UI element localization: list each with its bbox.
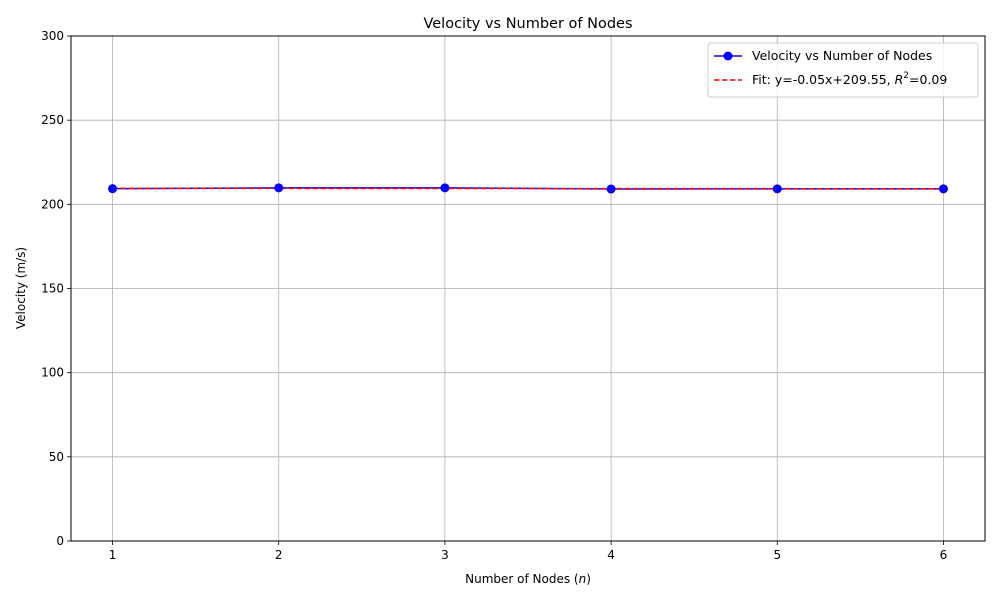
x-axis-title-variable: n xyxy=(579,572,587,586)
legend-label-r2-value: =0.09 xyxy=(909,72,947,87)
y-tick-label: 300 xyxy=(41,29,64,43)
x-tick-label: 5 xyxy=(773,548,781,562)
legend-label-fit-text: Fit: y=-0.05x+209.55, xyxy=(752,72,895,87)
legend-swatch-marker xyxy=(723,51,733,61)
y-tick-label: 250 xyxy=(41,113,64,127)
data-point xyxy=(606,184,616,194)
y-tick-label: 0 xyxy=(56,534,64,548)
x-axis-title-tail: ) xyxy=(586,572,591,586)
y-tick-label: 100 xyxy=(41,366,64,380)
x-tick-label: 3 xyxy=(441,548,449,562)
x-axis-title-text: Number of Nodes ( xyxy=(465,572,578,586)
y-axis-title: Velocity (m/s) xyxy=(14,247,28,329)
legend-label-r-symbol: R xyxy=(895,72,904,87)
x-tick-label: 2 xyxy=(275,548,283,562)
y-tick-label: 200 xyxy=(41,197,64,211)
legend-box xyxy=(707,42,979,98)
y-tick-label: 150 xyxy=(41,282,64,296)
legend-label-series-2: Fit: y=-0.05x+209.55, R2=0.09 xyxy=(752,71,947,87)
legend-label-superscript: 2 xyxy=(903,71,909,81)
data-point xyxy=(772,184,782,194)
data-point xyxy=(108,184,118,194)
x-tick-label: 6 xyxy=(940,548,948,562)
x-axis-title: Number of Nodes (n) xyxy=(465,572,591,586)
data-point xyxy=(440,183,450,193)
chart-title: Velocity vs Number of Nodes xyxy=(423,16,632,32)
x-tick-label: 4 xyxy=(607,548,615,562)
series-layer xyxy=(108,183,948,194)
x-tick-label: 1 xyxy=(109,548,117,562)
data-point xyxy=(938,184,948,194)
ticks: 1 2 3 4 5 6 0 50 100 150 200 250 300 xyxy=(41,29,947,562)
y-tick-label: 50 xyxy=(49,450,64,464)
legend-label-series-1: Velocity vs Number of Nodes xyxy=(752,48,932,63)
data-point xyxy=(274,183,284,193)
legend: Velocity vs Number of Nodes Fit: y=-0.05… xyxy=(707,42,979,98)
